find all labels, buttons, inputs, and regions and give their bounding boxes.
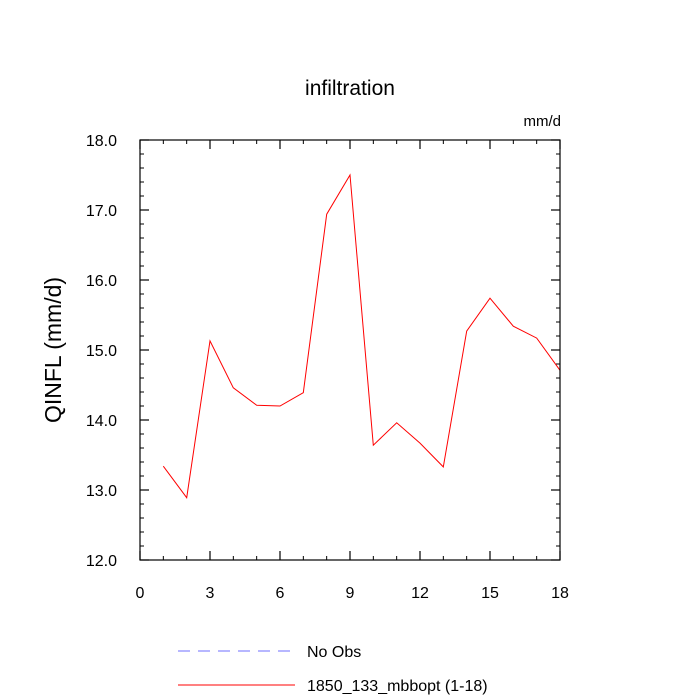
- y-tick-label: 13.0: [86, 483, 117, 500]
- legend-label-no-obs: No Obs: [307, 644, 361, 661]
- plot-frame: [139, 139, 561, 561]
- x-tick-label: 9: [346, 585, 355, 602]
- units-label: mm/d: [524, 113, 562, 130]
- y-tick-label: 18.0: [86, 133, 117, 150]
- chart-title: infiltration: [305, 77, 395, 100]
- y-tick-label: 16.0: [86, 273, 117, 290]
- x-tick-label: 18: [551, 585, 569, 602]
- x-tick-label: 3: [206, 585, 215, 602]
- y-tick-label: 12.0: [86, 553, 117, 570]
- series-line: [162, 173, 561, 499]
- minor-ticks: [140, 140, 560, 560]
- major-ticks: [139, 139, 561, 561]
- y-tick-label: 14.0: [86, 413, 117, 430]
- legend-label-series: 1850_133_mbbopt (1-18): [307, 678, 488, 695]
- x-tick-label: 15: [481, 585, 499, 602]
- x-tick-labels: 0 3 6 9 12 15 18: [136, 585, 569, 602]
- y-tick-label: 17.0: [86, 203, 117, 220]
- series-layer: [162, 173, 561, 499]
- x-tick-label: 12: [411, 585, 429, 602]
- x-tick-label: 0: [136, 585, 145, 602]
- x-tick-label: 6: [276, 585, 285, 602]
- y-axis-label: QINFL (mm/d): [40, 277, 66, 423]
- y-tick-label: 15.0: [86, 343, 117, 360]
- legend: No Obs 1850_133_mbbopt (1-18): [178, 644, 488, 695]
- y-tick-labels: 12.0 13.0 14.0 15.0 16.0 17.0 18.0: [86, 133, 117, 570]
